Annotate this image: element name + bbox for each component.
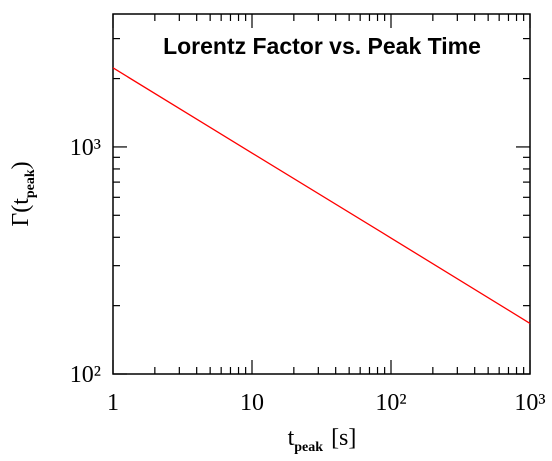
x-label-main: t (288, 425, 295, 451)
x-tick-label: 10 (240, 390, 264, 416)
y-tick-label: 10³ (70, 135, 101, 161)
x-label-sub: peak (294, 440, 323, 455)
x-tick-label: 10² (375, 390, 406, 416)
x-tick-label: 1 (107, 390, 119, 416)
y-axis-label: Γ(tpeak) (8, 161, 38, 226)
x-label-unit: [s] (331, 425, 356, 451)
y-label-end: ) (8, 161, 34, 169)
y-label-main: Γ(t (8, 198, 34, 227)
chart-title: Lorentz Factor vs. Peak Time (163, 33, 481, 59)
x-tick-label: 10³ (514, 390, 545, 416)
data-line (112, 67, 531, 324)
x-axis-label: tpeak [s] (288, 425, 357, 455)
y-label-sub: peak (23, 169, 38, 198)
y-tick-label: 10² (70, 362, 101, 388)
plot-frame (112, 13, 531, 375)
